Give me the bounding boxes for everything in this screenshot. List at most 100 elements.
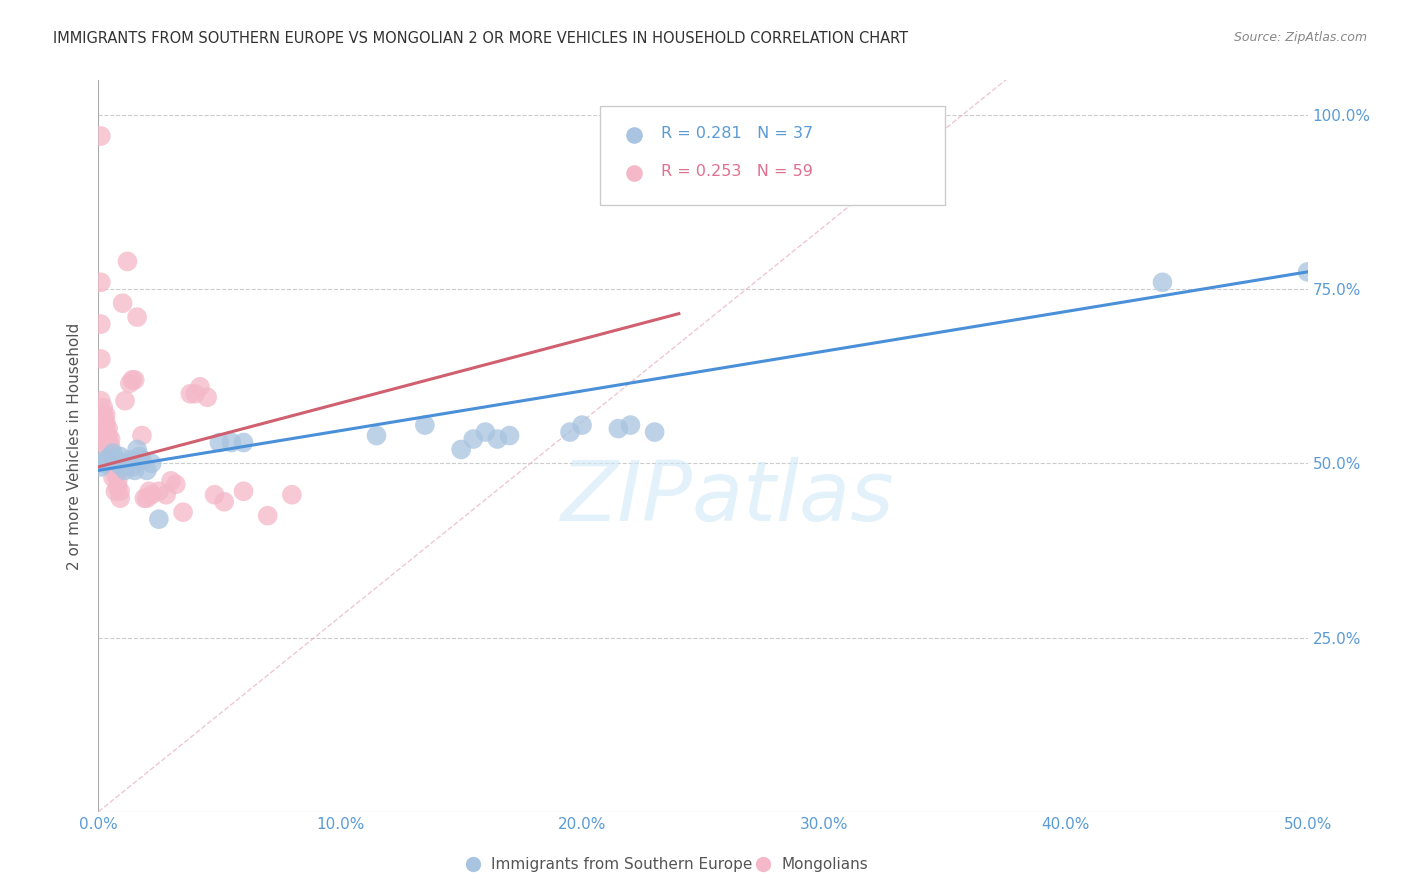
Point: [1159, 196, 1181, 211]
Text: ZIPatlas: ZIPatlas: [561, 457, 894, 538]
Point: [107, 474, 129, 488]
Point: [232, 484, 254, 499]
Text: Source: ZipAtlas.com: Source: ZipAtlas.com: [1233, 31, 1367, 45]
Point: [172, 505, 194, 519]
Point: [101, 453, 124, 467]
Point: [111, 459, 134, 474]
Point: [94, 432, 117, 446]
Point: [165, 477, 187, 491]
Point: [114, 393, 136, 408]
Point: [208, 435, 231, 450]
Point: [644, 425, 666, 439]
Point: [366, 428, 388, 442]
Point: [100, 453, 122, 467]
Point: [104, 453, 127, 467]
Text: R = 0.253   N = 59: R = 0.253 N = 59: [661, 164, 813, 179]
Point: [124, 463, 146, 477]
Point: [107, 457, 129, 471]
Point: [90, 351, 112, 366]
Point: [195, 390, 218, 404]
Point: [100, 432, 122, 446]
Point: [91, 401, 114, 415]
Point: [184, 386, 207, 401]
Point: [127, 442, 149, 457]
Point: [134, 491, 156, 506]
FancyBboxPatch shape: [600, 106, 945, 204]
Point: [204, 488, 226, 502]
Point: [127, 310, 149, 325]
Point: [121, 373, 143, 387]
Point: [135, 463, 157, 477]
Point: [232, 435, 254, 450]
Point: [117, 457, 139, 471]
Point: [212, 494, 235, 508]
Point: [101, 446, 124, 460]
Text: Mongolians: Mongolians: [782, 857, 869, 871]
Point: [91, 415, 114, 429]
Point: [118, 376, 141, 391]
Point: [91, 435, 114, 450]
Point: [128, 450, 150, 464]
Point: [1296, 265, 1319, 279]
Point: [121, 459, 143, 474]
Point: [1152, 275, 1174, 289]
Point: [97, 421, 120, 435]
Point: [100, 439, 122, 453]
Point: [256, 508, 278, 523]
Text: Immigrants from Southern Europe: Immigrants from Southern Europe: [492, 857, 752, 871]
Point: [141, 488, 163, 502]
Point: [101, 459, 124, 474]
Point: [90, 275, 112, 289]
Point: [114, 463, 136, 477]
Point: [101, 470, 124, 484]
Point: [91, 457, 114, 471]
Point: [571, 418, 593, 433]
Point: [117, 254, 139, 268]
Point: [188, 380, 211, 394]
Point: [486, 432, 509, 446]
Point: [94, 408, 117, 422]
Point: [97, 435, 120, 450]
Point: [463, 432, 485, 446]
Point: [90, 393, 112, 408]
Point: [558, 425, 581, 439]
Point: [107, 481, 129, 495]
Point: [100, 446, 122, 460]
Point: [607, 421, 630, 435]
Point: [97, 428, 120, 442]
Point: [108, 484, 131, 499]
Point: [413, 418, 436, 433]
Point: [104, 467, 127, 481]
Point: [90, 459, 112, 474]
Point: [91, 408, 114, 422]
Point: [1159, 161, 1181, 175]
Point: [498, 428, 520, 442]
Y-axis label: 2 or more Vehicles in Household: 2 or more Vehicles in Household: [67, 322, 83, 570]
Point: [450, 442, 472, 457]
Point: [138, 484, 160, 499]
Point: [104, 484, 127, 499]
Point: [281, 488, 304, 502]
Point: [135, 491, 157, 506]
Point: [94, 453, 117, 467]
Point: [837, 855, 859, 869]
Point: [90, 317, 112, 331]
Point: [91, 425, 114, 439]
Text: IMMIGRANTS FROM SOUTHERN EUROPE VS MONGOLIAN 2 OR MORE VEHICLES IN HOUSEHOLD COR: IMMIGRANTS FROM SOUTHERN EUROPE VS MONGO…: [53, 31, 908, 46]
Point: [100, 450, 122, 464]
Point: [97, 442, 120, 457]
Point: [474, 425, 496, 439]
Point: [148, 512, 170, 526]
Point: [94, 418, 117, 433]
Point: [108, 450, 131, 464]
Point: [90, 128, 112, 143]
Point: [131, 428, 153, 442]
Point: [221, 435, 243, 450]
Point: [141, 457, 163, 471]
Point: [179, 386, 201, 401]
Point: [111, 296, 134, 310]
Point: [160, 474, 183, 488]
Point: [131, 453, 153, 467]
Point: [155, 488, 177, 502]
Point: [94, 415, 117, 429]
